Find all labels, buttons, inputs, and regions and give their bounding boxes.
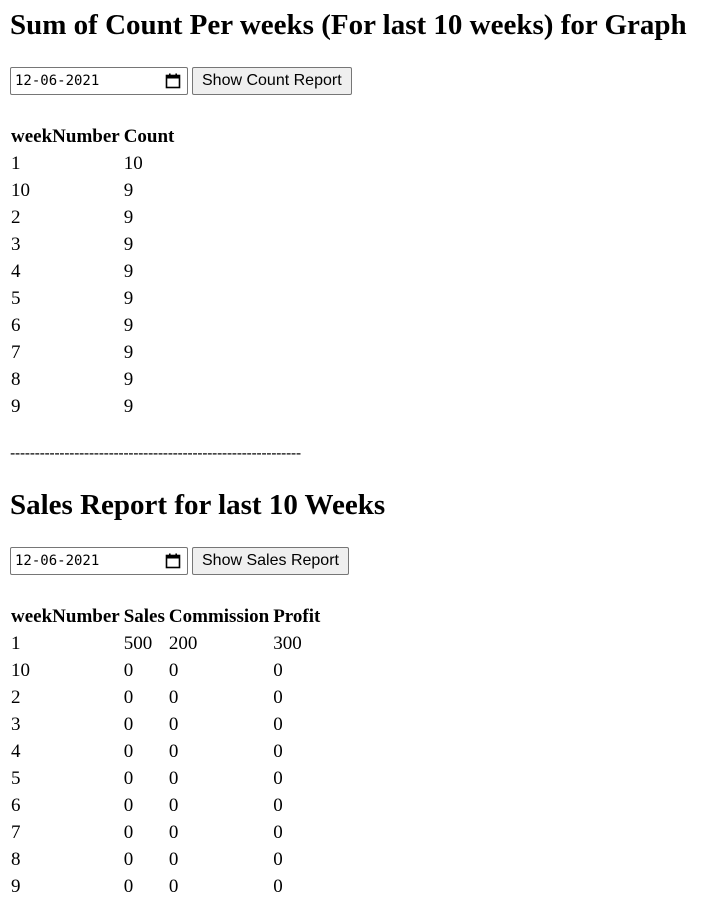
table-cell: 2 xyxy=(11,687,21,708)
column-header: weekNumber xyxy=(11,606,120,627)
table-row: 10 0 0 0 xyxy=(10,658,321,683)
sales-table: weekNumber Sales Commission Profit 1 500 200 3… xyxy=(8,602,323,901)
count-date-value: 12-06-2021 xyxy=(15,73,100,89)
table-cell: 3 xyxy=(11,714,21,735)
column-header: Sales xyxy=(123,606,165,627)
table-cell: 3 xyxy=(11,234,21,255)
table-cell: 5 xyxy=(11,768,21,789)
table-cell: 0 xyxy=(168,876,179,897)
table-row: 10 9 xyxy=(10,178,175,203)
table-row: 6 0 0 0 xyxy=(10,793,321,818)
table-cell: 9 xyxy=(123,288,134,309)
table-cell: 7 xyxy=(11,342,21,363)
table-row: 3 0 0 0 xyxy=(10,712,321,737)
table-cell: 0 xyxy=(123,822,134,843)
table-cell: 9 xyxy=(11,876,21,897)
table-cell: 0 xyxy=(168,849,179,870)
column-header: Count xyxy=(123,126,175,147)
table-cell: 0 xyxy=(123,660,134,681)
sales-report-title: Sales Report for last 10 Weeks xyxy=(10,489,386,521)
column-header: Profit xyxy=(273,606,321,627)
table-cell: 500 xyxy=(123,633,153,654)
table-cell: 0 xyxy=(168,687,179,708)
table-cell: 4 xyxy=(11,741,21,762)
table-cell: 0 xyxy=(273,714,283,735)
table-cell: 6 xyxy=(11,795,21,816)
table-cell: 10 xyxy=(11,180,30,201)
sales-date-value: 12-06-2021 xyxy=(15,553,100,569)
table-cell: 0 xyxy=(273,876,283,897)
table-cell: 1 xyxy=(11,633,21,654)
table-cell: 9 xyxy=(123,234,134,255)
table-cell: 300 xyxy=(273,633,302,654)
table-cell: 8 xyxy=(11,849,21,870)
table-cell: 0 xyxy=(123,714,134,735)
table-cell: 0 xyxy=(273,849,283,870)
table-cell: 2 xyxy=(11,207,21,228)
table-cell: 0 xyxy=(168,660,179,681)
count-table: weekNumber Count 1 10 10 9 2 9 3 9 4 9 5 9 6 9 7 9 8 9 9 9 xyxy=(8,122,177,421)
table-cell: 0 xyxy=(123,876,134,897)
table-cell: 0 xyxy=(123,849,134,870)
show-sales-report-button[interactable]: Show Sales Report xyxy=(192,547,349,575)
table-cell: 0 xyxy=(123,687,134,708)
table-row: 7 0 0 0 xyxy=(10,820,321,845)
table-cell: 9 xyxy=(123,180,134,201)
table-cell: 9 xyxy=(123,396,134,417)
column-header: Commission xyxy=(168,606,270,627)
sales-date-input[interactable]: 12-06-2021 xyxy=(10,547,188,575)
table-cell: 9 xyxy=(123,315,134,336)
table-cell: 9 xyxy=(123,342,134,363)
table-cell: 0 xyxy=(168,822,179,843)
table-cell: 0 xyxy=(168,714,179,735)
table-row: 4 0 0 0 xyxy=(10,739,321,764)
table-cell: 0 xyxy=(273,687,283,708)
section-divider: ----------------------------------------… xyxy=(10,445,301,462)
calendar-icon[interactable] xyxy=(165,553,181,569)
table-cell: 0 xyxy=(273,660,283,681)
table-row: 9 0 0 0 xyxy=(10,874,321,899)
table-cell: 9 xyxy=(123,261,134,282)
table-row: 1 10 xyxy=(10,151,175,176)
table-cell: 5 xyxy=(11,288,21,309)
table-cell: 0 xyxy=(273,741,283,762)
table-cell: 0 xyxy=(168,768,179,789)
table-cell: 0 xyxy=(123,795,134,816)
table-row: 1 500 200 300 xyxy=(10,631,321,656)
table-cell: 0 xyxy=(273,822,283,843)
table-cell: 9 xyxy=(123,369,134,390)
table-cell: 8 xyxy=(11,369,21,390)
count-date-input[interactable]: 12-06-2021 xyxy=(10,67,188,95)
column-header: weekNumber xyxy=(11,126,120,147)
table-row: 5 0 0 0 xyxy=(10,766,321,791)
table-cell: 10 xyxy=(11,660,30,681)
table-cell: 10 xyxy=(123,153,143,174)
count-report-title: Sum of Count Per weeks (For last 10 week… xyxy=(10,9,687,41)
table-cell: 0 xyxy=(168,741,179,762)
table-cell: 0 xyxy=(273,795,283,816)
table-cell: 9 xyxy=(123,207,134,228)
table-cell: 0 xyxy=(123,768,134,789)
table-cell: 6 xyxy=(11,315,21,336)
table-cell: 0 xyxy=(168,795,179,816)
table-cell: 7 xyxy=(11,822,21,843)
table-cell: 0 xyxy=(273,768,283,789)
table-cell: 9 xyxy=(11,396,21,417)
table-cell: 200 xyxy=(168,633,198,654)
table-row: 8 0 0 0 xyxy=(10,847,321,872)
show-count-report-button[interactable]: Show Count Report xyxy=(192,67,352,95)
table-cell: 0 xyxy=(123,741,134,762)
table-cell: 1 xyxy=(11,153,21,174)
calendar-icon[interactable] xyxy=(165,73,181,89)
table-cell: 4 xyxy=(11,261,21,282)
